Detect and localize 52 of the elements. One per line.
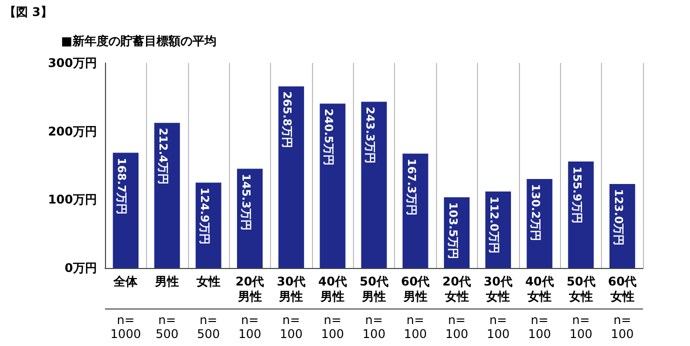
data-label: 130.2万円 [529,184,542,241]
x-tick-label: 30代女性 [484,274,513,304]
data-label: 240.5万円 [322,108,336,166]
text: n= 100 [280,313,303,341]
x-tick-label: 男性 [154,274,180,288]
text: n= 500 [197,313,220,341]
bar [361,102,387,268]
text: n= 100 [238,313,262,341]
y-tick-label: 100万円 [48,192,97,207]
x-tick-label: 50代女性 [566,274,596,304]
chart-title: ■新年度の貯蓄目標額の平均 [61,34,216,48]
text: n= 1000 [110,313,141,341]
y-tick-label: 300万円 [48,56,97,70]
data-label: 155.9万円 [570,166,584,224]
x-tick-label: 50代男性 [360,274,388,304]
data-label: 103.5万円 [446,202,460,260]
data-label: 145.3万円 [239,174,252,231]
bar [402,154,428,268]
text: 【図 3】 [4,5,53,19]
text: n= 500 [156,313,179,341]
x-tick-label: 40代女性 [525,274,554,304]
text: n= 100 [610,313,634,341]
text: n= 100 [528,313,551,341]
bar [154,122,180,268]
x-tick-label: 全体 [112,274,139,288]
x-tick-label: 女性 [195,274,220,288]
x-tick-label: 40代男性 [318,274,347,304]
data-label: 243.3万円 [364,106,376,164]
bar [112,152,139,268]
text: n= 100 [321,313,344,341]
text: n= 100 [362,313,386,341]
y-tick-label: 0万円 [64,261,97,275]
bar [568,161,594,268]
x-tick-label: 60代男性 [401,274,430,304]
data-label: 112.0万円 [488,196,501,254]
y-tick-label: 200万円 [48,124,97,138]
data-label: 212.4万円 [156,128,170,185]
x-tick-label: 20代女性 [442,274,472,304]
x-tick-label: 60代女性 [608,274,637,304]
data-label: 123.0万円 [612,188,625,246]
data-label: 168.7万円 [115,158,128,215]
bar [320,104,346,268]
data-label: 124.9万円 [198,188,211,244]
data-label: 265.8万円 [280,91,294,148]
x-tick-label: 30代男性 [276,274,306,304]
text: n= 100 [486,313,510,341]
data-label: 167.3万円 [404,158,418,216]
text: n= 100 [445,313,468,341]
x-tick-label: 20代男性 [235,274,264,304]
text: n= 100 [569,313,592,341]
text: n= 100 [404,313,427,341]
bar [278,86,304,268]
